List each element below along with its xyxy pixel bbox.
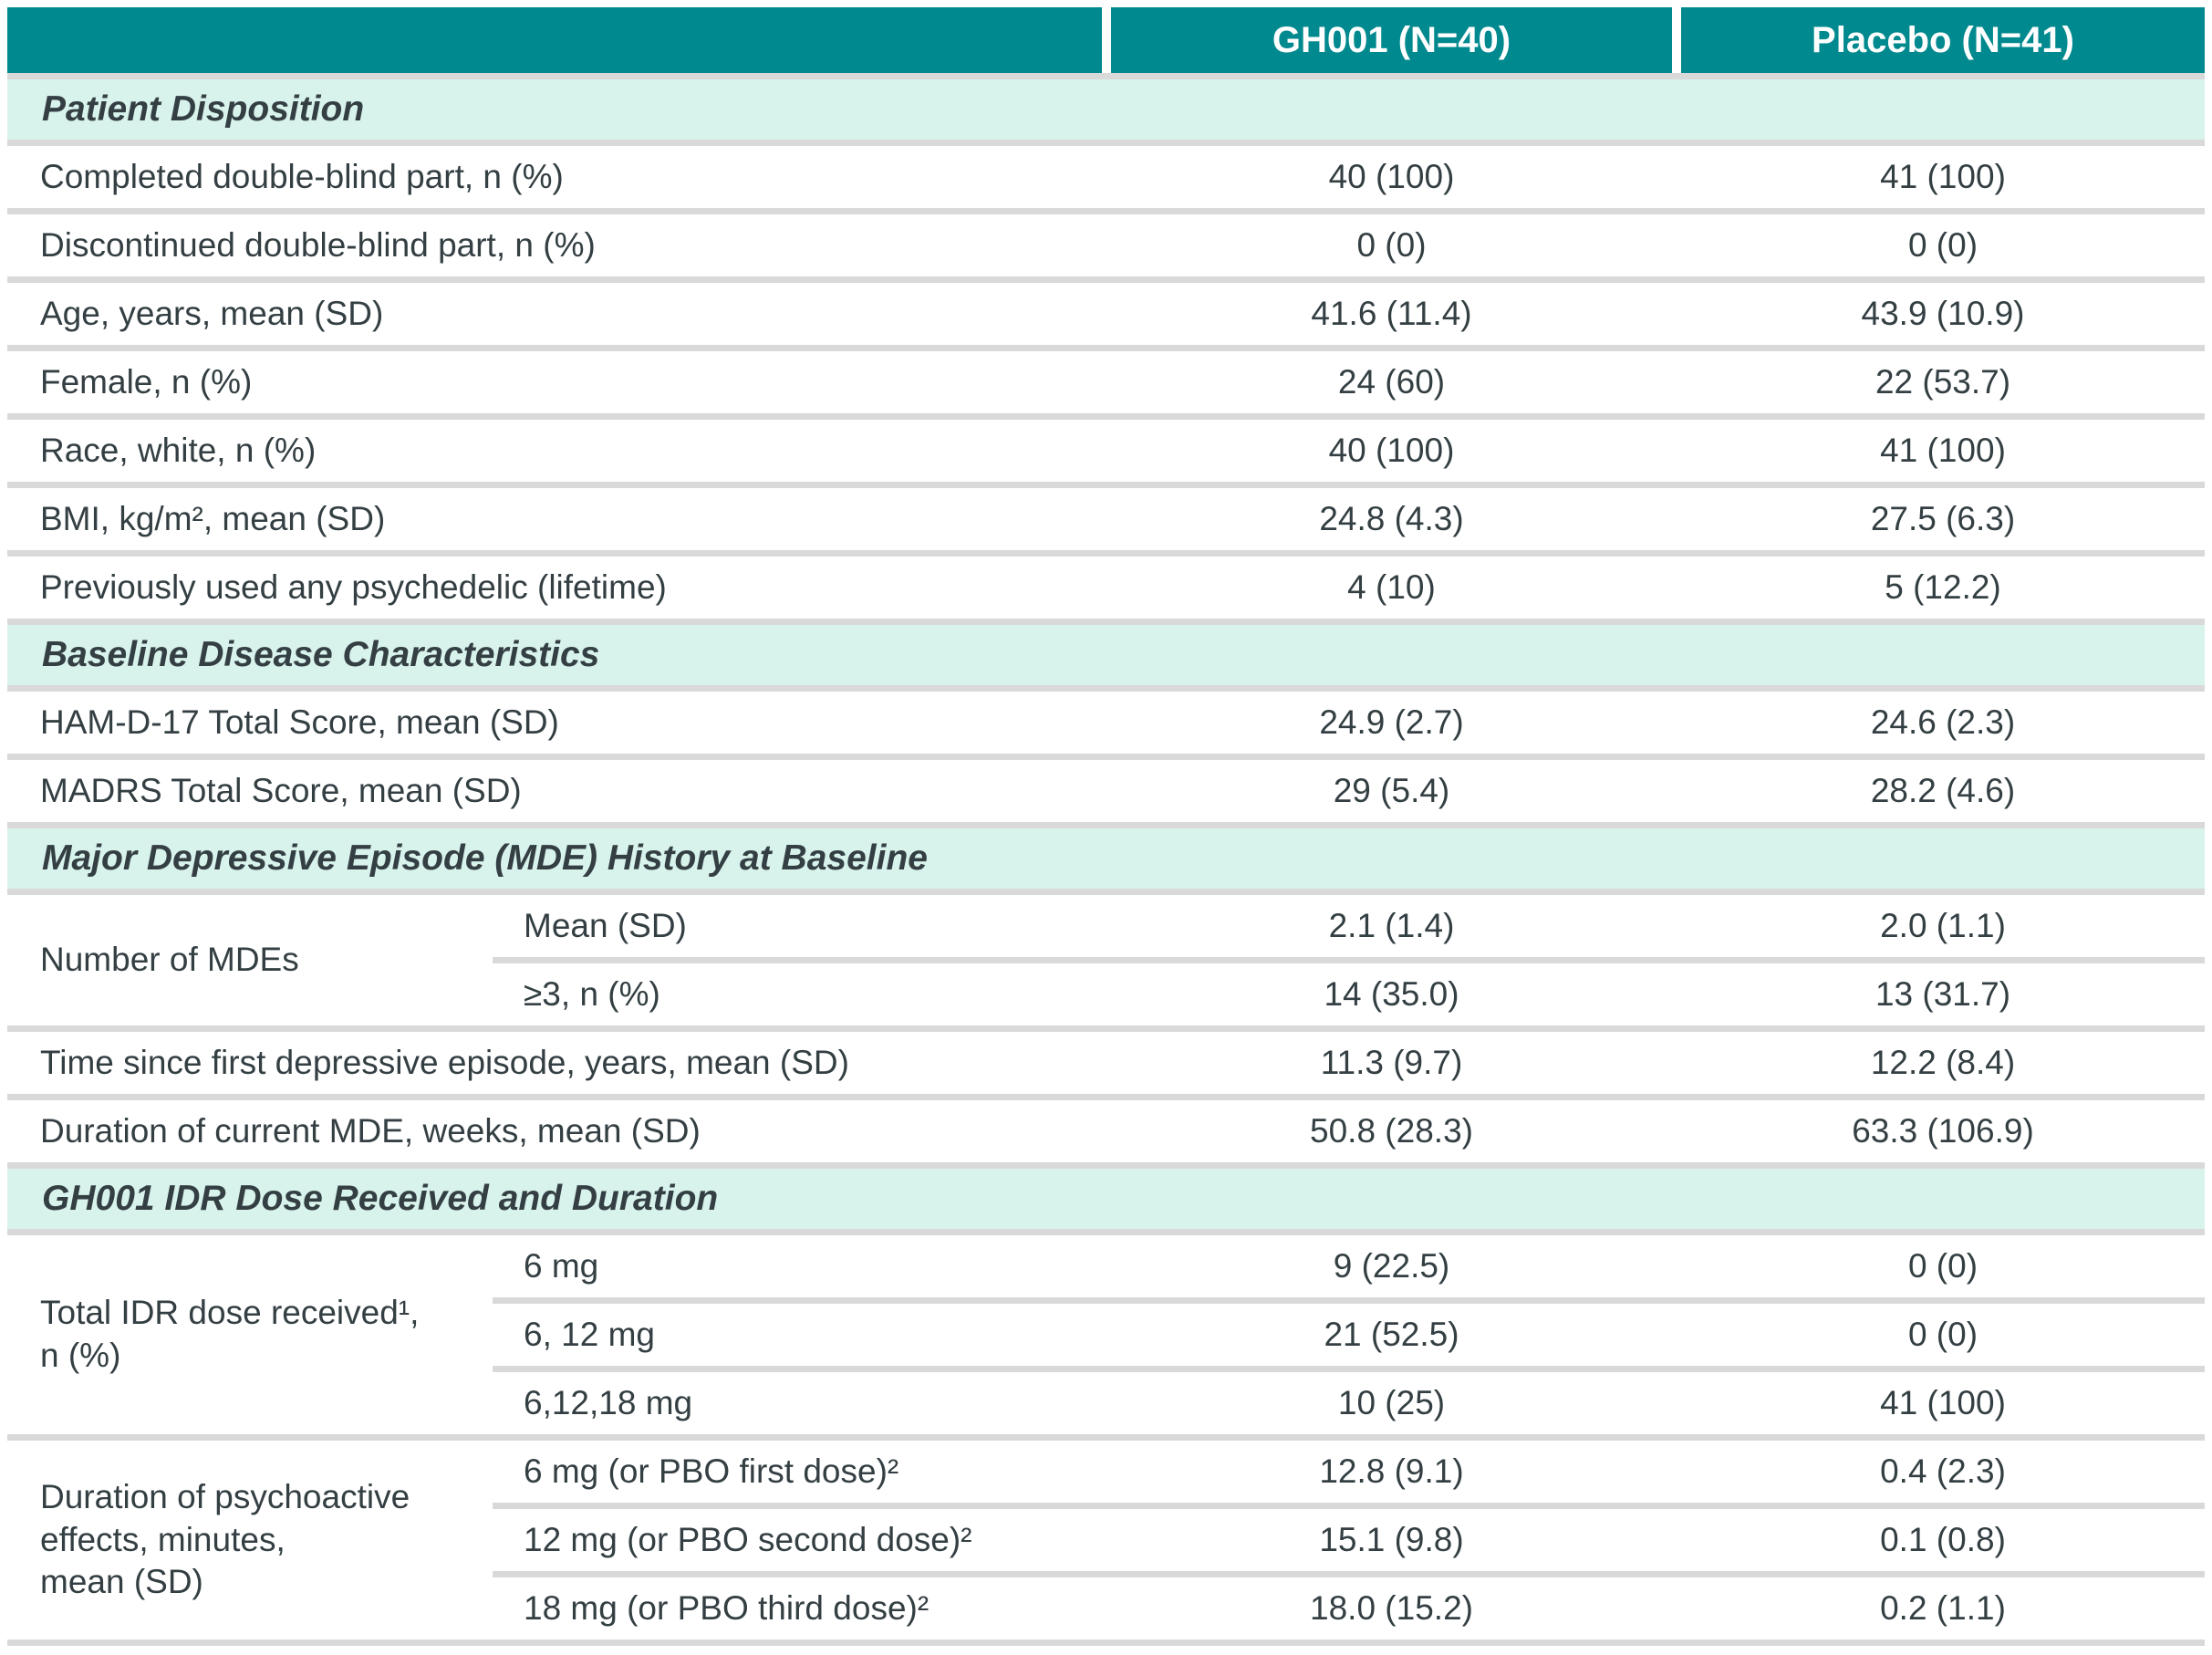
value-placebo: 28.2 (4.6) [1870, 772, 2016, 809]
group-row-number-of-mdes: Number of MDEs Mean (SD) 2.1 (1.4) 2.0 (… [7, 895, 2205, 1025]
value-gh001: 2.1 (1.4) [1328, 907, 1455, 944]
value-placebo: 0.2 (1.1) [1880, 1589, 2006, 1627]
section-title: Major Depressive Episode (MDE) History a… [42, 838, 928, 878]
row-label: Completed double-blind part, n (%) [40, 158, 564, 195]
table-subrow: 6 mg (or PBO first dose)² 12.8 (9.1) 0.4… [493, 1441, 2205, 1503]
group-label: Total IDR dose received¹, n (%) [40, 1294, 420, 1374]
value-gh001: 24.8 (4.3) [1319, 500, 1464, 537]
table-row: Discontinued double-blind part, n (%) 0 … [7, 214, 2205, 276]
value-gh001: 9 (22.5) [1333, 1247, 1450, 1285]
value-gh001: 24 (60) [1337, 363, 1446, 401]
table-subrow: 6, 12 mg 21 (52.5) 0 (0) [493, 1297, 2205, 1366]
value-placebo: 2.0 (1.1) [1880, 907, 2006, 944]
row-label: MADRS Total Score, mean (SD) [40, 772, 522, 809]
table-row: Completed double-blind part, n (%) 40 (1… [7, 146, 2205, 208]
section-header-idr-dose: GH001 IDR Dose Received and Duration [7, 1169, 2205, 1229]
value-placebo: 43.9 (10.9) [1861, 295, 2025, 332]
table-subrow: 6 mg 9 (22.5) 0 (0) [493, 1235, 2205, 1297]
value-gh001: 41.6 (11.4) [1311, 295, 1472, 332]
value-gh001: 29 (5.4) [1333, 772, 1450, 809]
section-title: GH001 IDR Dose Received and Duration [42, 1179, 719, 1218]
table-subrow: 12 mg (or PBO second dose)² 15.1 (9.8) 0… [493, 1503, 2205, 1571]
subrow-label: ≥3, n (%) [524, 975, 660, 1013]
header-placebo-column: Placebo (N=41) [1681, 7, 2205, 73]
header-gh001-column: GH001 (N=40) [1111, 7, 1672, 73]
section-header-baseline-disease: Baseline Disease Characteristics [7, 625, 2205, 685]
row-label: Duration of current MDE, weeks, mean (SD… [40, 1112, 701, 1150]
group-subrows: 6 mg 9 (22.5) 0 (0) 6, 12 mg 21 (52.5) 0… [493, 1235, 2205, 1434]
value-placebo: 41 (100) [1880, 1384, 2006, 1421]
value-gh001: 0 (0) [1356, 226, 1427, 264]
table-row: Race, white, n (%) 40 (100) 41 (100) [7, 420, 2205, 482]
value-placebo: 41 (100) [1880, 432, 2006, 469]
value-gh001: 10 (25) [1337, 1384, 1446, 1421]
subrow-label: Mean (SD) [524, 907, 687, 944]
subrow-label: 6 mg [524, 1247, 599, 1285]
value-placebo: 0 (0) [1907, 1316, 1978, 1353]
table-subrow: 18 mg (or PBO third dose)² 18.0 (15.2) 0… [493, 1571, 2205, 1639]
group-subrows: 6 mg (or PBO first dose)² 12.8 (9.1) 0.4… [493, 1441, 2205, 1639]
value-placebo: 24.6 (2.3) [1870, 703, 2016, 741]
value-placebo: 0.4 (2.3) [1880, 1452, 2006, 1490]
value-gh001: 40 (100) [1328, 158, 1455, 195]
table-row: Previously used any psychedelic (lifetim… [7, 557, 2205, 619]
table-row: Time since first depressive episode, yea… [7, 1032, 2205, 1094]
value-gh001: 40 (100) [1328, 432, 1455, 469]
section-header-patient-disposition: Patient Disposition [7, 79, 2205, 140]
value-placebo: 12.2 (8.4) [1870, 1044, 2016, 1081]
value-placebo: 22 (53.7) [1874, 363, 2011, 401]
section-title: Baseline Disease Characteristics [42, 635, 600, 674]
value-gh001: 24.9 (2.7) [1319, 703, 1464, 741]
row-label: Female, n (%) [40, 363, 253, 401]
table-header-row: GH001 (N=40) Placebo (N=41) [7, 7, 2205, 73]
table-row: MADRS Total Score, mean (SD) 29 (5.4) 28… [7, 760, 2205, 822]
subrow-label: 6, 12 mg [524, 1316, 655, 1353]
table-row: HAM-D-17 Total Score, mean (SD) 24.9 (2.… [7, 692, 2205, 754]
row-label: Age, years, mean (SD) [40, 295, 384, 332]
table-subrow: Mean (SD) 2.1 (1.4) 2.0 (1.1) [493, 895, 2205, 957]
row-label: BMI, kg/m², mean (SD) [40, 500, 386, 537]
group-row-duration-psychoactive: Duration of psychoactive effects, minute… [7, 1441, 2205, 1639]
value-gh001: 50.8 (28.3) [1310, 1112, 1473, 1150]
footnote-clipped-strip [7, 1646, 2205, 1655]
row-label: Race, white, n (%) [40, 432, 317, 469]
value-placebo: 0 (0) [1907, 226, 1978, 264]
baseline-characteristics-table: GH001 (N=40) Placebo (N=41) Patient Disp… [7, 7, 2205, 1655]
header-empty-cell [7, 7, 1102, 73]
table-row: Female, n (%) 24 (60) 22 (53.7) [7, 351, 2205, 413]
value-placebo: 13 (31.7) [1874, 975, 2011, 1013]
value-gh001: 4 (10) [1347, 568, 1436, 606]
value-placebo: 41 (100) [1880, 158, 2006, 195]
section-header-mde-history: Major Depressive Episode (MDE) History a… [7, 828, 2205, 889]
value-placebo: 5 (12.2) [1885, 568, 2001, 606]
value-gh001: 18.0 (15.2) [1310, 1589, 1473, 1627]
subrow-label: 18 mg (or PBO third dose)² [524, 1589, 929, 1627]
table-subrow: 6,12,18 mg 10 (25) 41 (100) [493, 1366, 2205, 1434]
value-gh001: 14 (35.0) [1324, 975, 1459, 1013]
row-label: Time since first depressive episode, yea… [40, 1044, 849, 1081]
subrow-label: 6,12,18 mg [524, 1384, 693, 1421]
subrow-label: 6 mg (or PBO first dose)² [524, 1452, 899, 1490]
row-label: HAM-D-17 Total Score, mean (SD) [40, 703, 559, 741]
group-row-total-idr-dose: Total IDR dose received¹, n (%) 6 mg 9 (… [7, 1235, 2205, 1434]
row-label: Discontinued double-blind part, n (%) [40, 226, 596, 264]
table-row: Age, years, mean (SD) 41.6 (11.4) 43.9 (… [7, 283, 2205, 345]
group-label: Number of MDEs [40, 941, 299, 978]
value-gh001: 11.3 (9.7) [1320, 1044, 1463, 1081]
table-subrow: ≥3, n (%) 14 (35.0) 13 (31.7) [493, 957, 2205, 1025]
section-title: Patient Disposition [42, 89, 365, 129]
value-placebo: 0 (0) [1907, 1247, 1978, 1285]
group-subrows: Mean (SD) 2.1 (1.4) 2.0 (1.1) ≥3, n (%) … [493, 895, 2205, 1025]
table-row: Duration of current MDE, weeks, mean (SD… [7, 1100, 2205, 1162]
value-placebo: 27.5 (6.3) [1870, 500, 2016, 537]
value-placebo: 63.3 (106.9) [1852, 1112, 2034, 1150]
row-label: Previously used any psychedelic (lifetim… [40, 568, 667, 606]
value-gh001: 21 (52.5) [1324, 1316, 1459, 1353]
value-gh001: 12.8 (9.1) [1319, 1452, 1464, 1490]
subrow-label: 12 mg (or PBO second dose)² [524, 1521, 972, 1558]
table-row: BMI, kg/m², mean (SD) 24.8 (4.3) 27.5 (6… [7, 488, 2205, 550]
value-gh001: 15.1 (9.8) [1319, 1521, 1464, 1558]
value-placebo: 0.1 (0.8) [1880, 1521, 2006, 1558]
group-label: Duration of psychoactive effects, minute… [40, 1477, 410, 1601]
